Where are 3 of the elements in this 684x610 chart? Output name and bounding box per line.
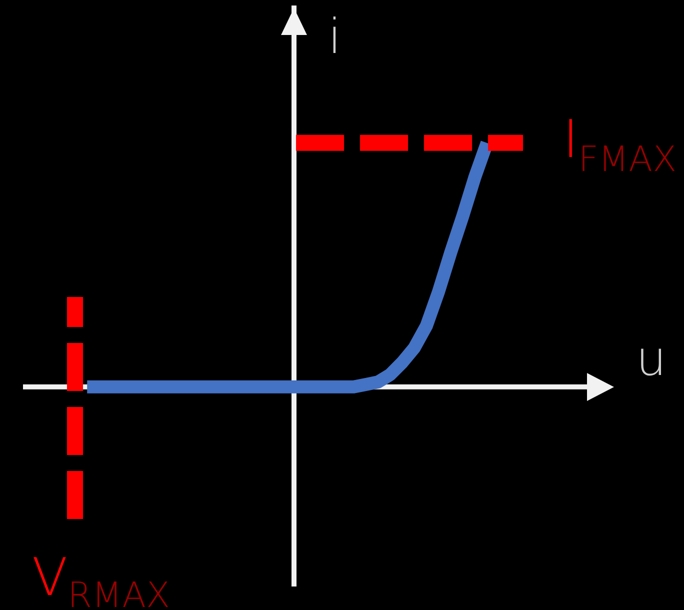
y-axis-title: i [328,9,342,65]
text: V$_{RMAX}$ [32,548,170,610]
x-axis-title: u [636,330,666,387]
